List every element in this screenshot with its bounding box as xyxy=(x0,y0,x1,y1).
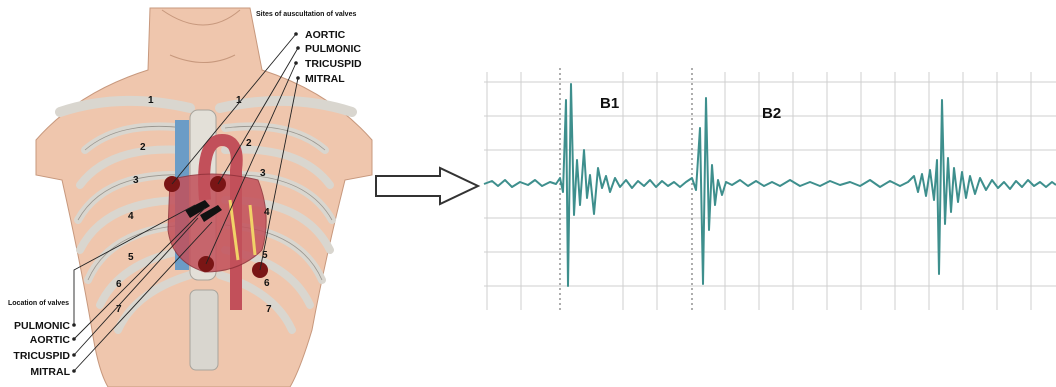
location-label-mitral: MITRAL xyxy=(30,366,70,378)
svg-text:5: 5 xyxy=(262,250,268,261)
phonocardiogram: B1 B2 xyxy=(483,68,1056,312)
beat-markers xyxy=(559,68,693,312)
heart xyxy=(167,173,267,273)
svg-text:7: 7 xyxy=(116,304,122,315)
waveform-grid xyxy=(484,72,1056,310)
right-arrow-icon xyxy=(375,166,481,206)
chest-illustration: 1 2 3 4 5 6 7 1 2 3 4 5 6 7 xyxy=(8,7,373,387)
left-clavicle xyxy=(55,95,195,117)
rib-numbers: 1 2 3 4 5 6 7 1 2 3 4 5 6 7 xyxy=(116,95,272,315)
svg-text:7: 7 xyxy=(266,304,272,315)
site-labels: AORTIC PULMONIC TRICUSPID MITRAL xyxy=(305,29,362,85)
svg-text:3: 3 xyxy=(133,175,139,186)
site-label-tricuspid: TRICUSPID xyxy=(305,58,362,70)
label-b2: B2 xyxy=(762,105,781,122)
svg-text:2: 2 xyxy=(140,142,146,153)
aorta xyxy=(198,133,243,310)
site-label-aortic: AORTIC xyxy=(305,29,346,41)
svg-text:4: 4 xyxy=(264,207,270,218)
label-b1: B1 xyxy=(600,95,619,112)
site-label-pulmonic: PULMONIC xyxy=(305,43,361,55)
sites-title: Sites of auscultation of valves xyxy=(256,11,356,18)
svg-text:6: 6 xyxy=(264,278,270,289)
svg-text:1: 1 xyxy=(236,95,242,106)
svg-text:6: 6 xyxy=(116,279,122,290)
svg-text:2: 2 xyxy=(246,138,252,149)
location-label-aortic: AORTIC xyxy=(30,334,71,346)
svg-text:4: 4 xyxy=(128,211,134,222)
location-label-tricuspid: TRICUSPID xyxy=(13,350,70,362)
svg-text:3: 3 xyxy=(260,168,266,179)
leader-lines xyxy=(73,33,299,372)
waveform-trace xyxy=(483,83,1056,287)
svg-text:1: 1 xyxy=(148,95,154,106)
right-clavicle xyxy=(215,95,357,117)
svg-text:5: 5 xyxy=(128,252,134,263)
location-label-pulmonic: PULMONIC xyxy=(14,320,70,332)
site-label-mitral: MITRAL xyxy=(305,73,345,85)
locations-title: Location of valves xyxy=(8,300,69,307)
location-labels: PULMONIC AORTIC TRICUSPID MITRAL xyxy=(13,320,70,378)
